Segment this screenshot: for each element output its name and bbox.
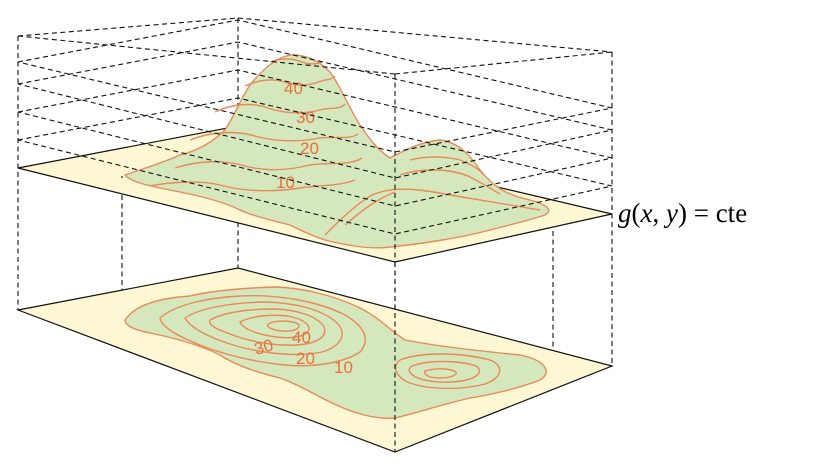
equation-open: ( (632, 198, 641, 228)
contour-label-40: 40 (284, 79, 303, 98)
terrain-base (123, 54, 550, 249)
terrain-contours (149, 58, 541, 236)
equation-func: g (618, 198, 632, 228)
equation-close: ) (678, 198, 687, 228)
bounding-box-front-edges (17, 36, 613, 452)
map-label-30: 30 (252, 336, 275, 359)
contour-map (124, 286, 547, 420)
map-label-20: 20 (296, 349, 315, 368)
equation-x: x (640, 198, 653, 228)
equation-rhs: cte (716, 198, 747, 228)
equation-equals: = (687, 198, 716, 228)
svg-text:g(x, y) = cte: g(x, y) = cte (618, 198, 747, 228)
equation-y: y (663, 198, 678, 228)
map-label-10: 10 (334, 358, 353, 377)
equation-comma: , (652, 198, 666, 228)
contour-label-20: 20 (300, 139, 319, 158)
contour-label-30: 30 (296, 108, 315, 127)
map-label-40: 40 (292, 328, 311, 347)
contour-map-labels: 40 30 20 10 (252, 328, 353, 377)
equation-label: g(x, y) = cte (618, 198, 747, 228)
contour-label-10: 10 (276, 173, 295, 192)
